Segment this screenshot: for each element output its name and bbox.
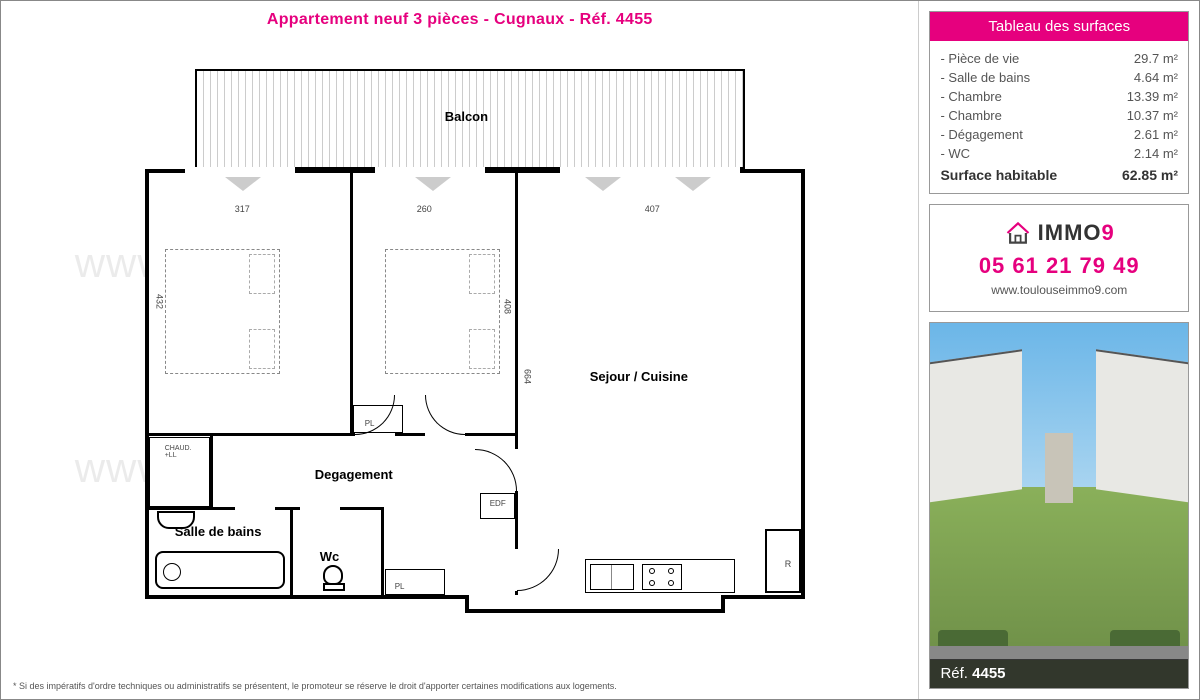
- window: [560, 167, 740, 175]
- toilet: [323, 565, 345, 595]
- thumb-building: [929, 349, 1022, 504]
- brand-logo: IMMO9: [936, 219, 1182, 247]
- wall: [350, 173, 353, 433]
- window-marker: [225, 177, 261, 191]
- dim-407: 407: [645, 204, 660, 214]
- surfaces-list: - Pièce de vie29.7 m² - Salle de bains4.…: [930, 41, 1188, 193]
- door-gap: [235, 507, 275, 512]
- listing-title: Appartement neuf 3 pièces - Cugnaux - Ré…: [21, 11, 898, 29]
- bed: [385, 249, 500, 374]
- wall: [515, 173, 518, 595]
- thumb-wall: [930, 646, 1188, 660]
- thumbnail-ref: Réf. 4455: [930, 659, 1188, 688]
- floorplan-panel: Appartement neuf 3 pièces - Cugnaux - Ré…: [1, 1, 919, 699]
- bathtub: [155, 551, 285, 589]
- wall: [381, 507, 384, 595]
- door-gap: [300, 507, 340, 512]
- window-marker: [675, 177, 711, 191]
- window: [375, 167, 485, 175]
- balcony-label: Balcon: [445, 109, 488, 124]
- surface-row: - Chambre10.37 m²: [940, 106, 1178, 125]
- degagement-label: Degagement: [315, 467, 393, 482]
- dim-260: 260: [417, 204, 432, 214]
- dim-664: 664: [523, 369, 533, 384]
- phone-number[interactable]: 05 61 21 79 49: [936, 253, 1182, 279]
- window: [185, 167, 295, 175]
- surface-total: Surface habitable62.85 m²: [940, 163, 1178, 185]
- closet: [149, 437, 210, 507]
- thumb-building: [1096, 349, 1189, 504]
- footnote: * Si des impératifs d'ordre techniques o…: [13, 681, 617, 691]
- closet-pl: [385, 569, 445, 595]
- entry-step: [465, 595, 725, 613]
- floorplan: www.toulouseimmo9.com www.toulouseimmo9.…: [85, 49, 835, 609]
- page-container: Appartement neuf 3 pièces - Cugnaux - Ré…: [0, 0, 1200, 700]
- surfaces-table: Tableau des surfaces - Pièce de vie29.7 …: [929, 11, 1189, 194]
- surface-row: - WC2.14 m²: [940, 144, 1178, 163]
- dim-317: 317: [235, 204, 250, 214]
- surface-row: - Dégagement2.61 m²: [940, 125, 1178, 144]
- kitchen-counter: [585, 559, 735, 593]
- contact-box: IMMO9 05 61 21 79 49 www.toulouseimmo9.c…: [929, 204, 1189, 312]
- dim-432: 432: [155, 294, 165, 309]
- house-icon: [1004, 219, 1032, 247]
- surface-row: - Salle de bains4.64 m²: [940, 68, 1178, 87]
- website-url[interactable]: www.toulouseimmo9.com: [936, 283, 1182, 297]
- surface-row: - Pièce de vie29.7 m²: [940, 49, 1178, 68]
- brand-text: IMMO9: [1038, 220, 1115, 246]
- window-marker: [585, 177, 621, 191]
- dim-408: 408: [503, 299, 513, 314]
- closet-pl: [353, 405, 403, 433]
- wall: [210, 433, 213, 508]
- thumbnail-box[interactable]: Réf. 4455: [929, 322, 1189, 689]
- surface-row: - Chambre13.39 m²: [940, 87, 1178, 106]
- surfaces-header: Tableau des surfaces: [930, 12, 1188, 41]
- thumb-path: [1045, 433, 1073, 503]
- wc-label: Wc: [320, 549, 340, 564]
- edf-box: [480, 493, 515, 519]
- sejour-label: Sejour / Cuisine: [590, 369, 688, 384]
- sink: [157, 511, 195, 529]
- fridge: [765, 529, 801, 593]
- wall: [290, 507, 293, 595]
- info-panel: Tableau des surfaces - Pièce de vie29.7 …: [919, 1, 1199, 699]
- window-marker: [415, 177, 451, 191]
- bed: [165, 249, 280, 374]
